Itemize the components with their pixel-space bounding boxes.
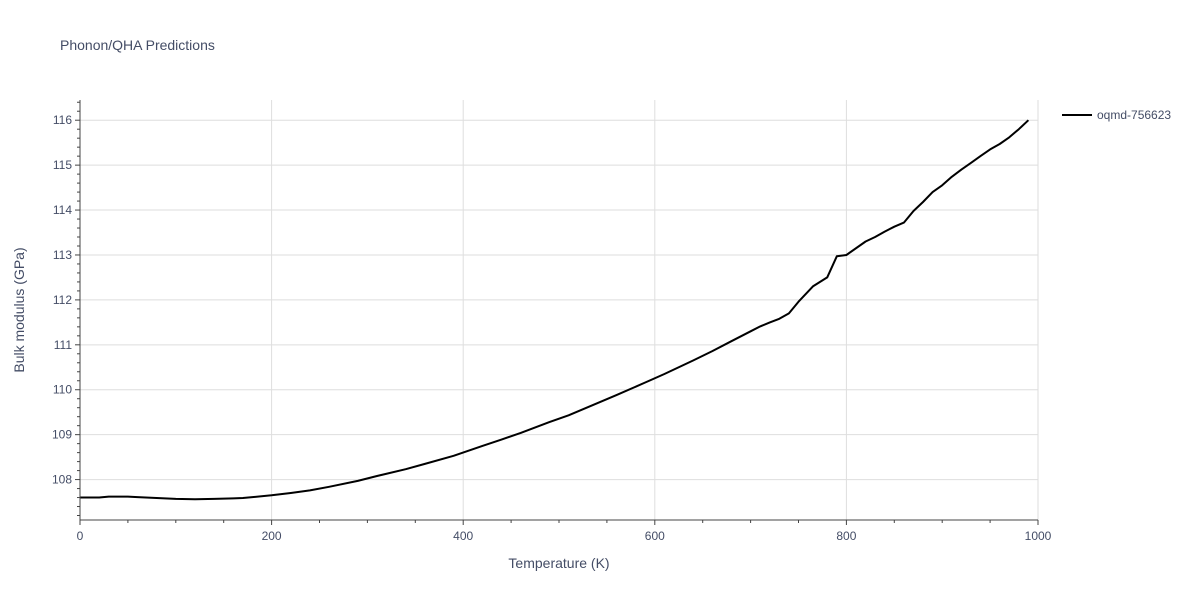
y-tick-label: 110 <box>53 383 72 397</box>
grid <box>80 100 1039 520</box>
x-tick-label: 600 <box>645 529 665 543</box>
x-axis-title: Temperature (K) <box>508 555 609 571</box>
legend[interactable]: oqmd-756623 <box>1062 108 1171 122</box>
y-tick-label: 111 <box>54 338 73 352</box>
legend-label: oqmd-756623 <box>1097 108 1171 122</box>
x-tick-label: 400 <box>453 529 473 543</box>
series-line[interactable] <box>80 119 1030 501</box>
y-tick-label: 113 <box>53 248 72 262</box>
y-axis-title: Bulk modulus (GPa) <box>11 247 27 372</box>
y-tick-label: 116 <box>53 113 72 127</box>
y-tick-label: 108 <box>52 473 72 487</box>
axes: 108 109 110 111 112 113 114 115 116 0 200 400 600 800… <box>52 100 1052 543</box>
x-tick-label: 200 <box>262 529 282 543</box>
y-tick-label: 112 <box>53 293 72 307</box>
y-tick-label: 114 <box>53 203 72 217</box>
plot-area[interactable] <box>80 119 1030 501</box>
y-tick-label: 115 <box>53 158 72 172</box>
x-tick-label: 1000 <box>1025 529 1052 543</box>
chart-title: Phonon/QHA Predictions <box>60 37 215 53</box>
x-tick-label: 800 <box>836 529 856 543</box>
x-tick-label: 0 <box>77 529 84 543</box>
y-tick-label: 109 <box>52 428 72 442</box>
